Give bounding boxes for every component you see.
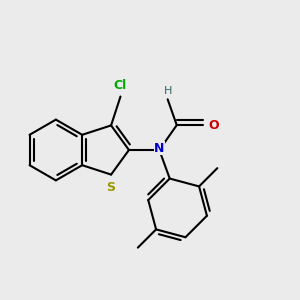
Text: H: H	[164, 86, 172, 96]
Text: Cl: Cl	[114, 79, 127, 92]
Text: N: N	[154, 142, 164, 155]
Text: S: S	[106, 181, 116, 194]
Text: O: O	[208, 118, 219, 132]
